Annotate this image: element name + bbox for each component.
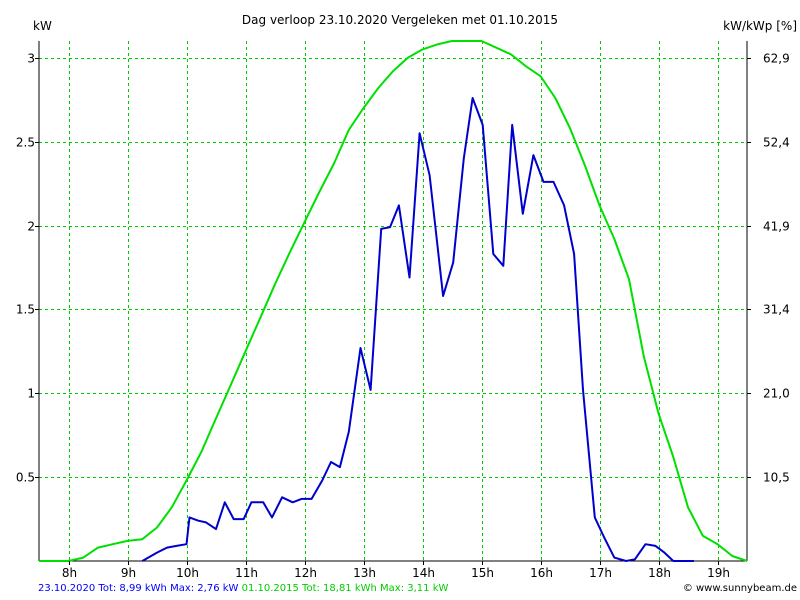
axes [38, 41, 748, 562]
y-tick-label-left: 3 [27, 52, 35, 66]
right-axis-label: kW/kWp [%] [723, 19, 797, 33]
y-tick-label-left: 2.5 [16, 136, 35, 150]
summary-2020: 23.10.2020 Tot: 8,99 kWh Max: 2,76 kW [38, 583, 239, 594]
tick-labels: 8h 9h 10h 11h 12h 13h 14h 15h 16h 17h 18h 19h 0.5 10,… [16, 52, 790, 581]
left-axis-label: kW [33, 19, 52, 33]
summary-2015: 01.10.2015 Tot: 18,81 kWh Max: 3,11 kW [241, 583, 449, 594]
y-tick-label-right: 10,5 [763, 471, 790, 485]
series-line-2015 [39, 40, 748, 562]
x-tick-label: 17h [589, 566, 612, 580]
y-tick-label-right: 31,4 [763, 303, 790, 317]
x-tick-label: 19h [707, 566, 730, 580]
x-tick-label: 12h [294, 566, 317, 580]
x-tick-label: 10h [176, 566, 199, 580]
x-tick-label: 15h [471, 566, 494, 580]
series-line-2020 [141, 97, 694, 562]
x-tick-label: 8h [62, 566, 77, 580]
x-tick-label: 14h [412, 566, 435, 580]
y-tick-label-right: 62,9 [763, 52, 790, 66]
x-tick-label: 9h [121, 566, 136, 580]
credit: © www.sunnybeam.de [682, 583, 797, 594]
y-tick-label-left: 0.5 [16, 471, 35, 485]
x-tick-label: 13h [353, 566, 376, 580]
y-tick-label-right: 41,9 [763, 220, 790, 234]
series [39, 40, 748, 562]
x-tick-label: 11h [235, 566, 258, 580]
x-tick-label: 18h [648, 566, 671, 580]
y-tick-label-left: 1 [27, 387, 35, 401]
y-tick-label-left: 1.5 [16, 303, 35, 317]
footer-summary: 23.10.2020 Tot: 8,99 kWh Max: 2,76 kW 01… [38, 583, 448, 594]
y-tick-label-right: 52,4 [763, 136, 790, 150]
chart-title: Dag verloop 23.10.2020 Vergeleken met 01… [242, 13, 558, 27]
grid-lines [39, 41, 747, 561]
y-tick-label-right: 21,0 [763, 387, 790, 401]
x-tick-label: 16h [530, 566, 553, 580]
y-tick-label-left: 2 [27, 220, 35, 234]
footer: 23.10.2020 Tot: 8,99 kWh Max: 2,76 kW 01… [0, 582, 800, 600]
